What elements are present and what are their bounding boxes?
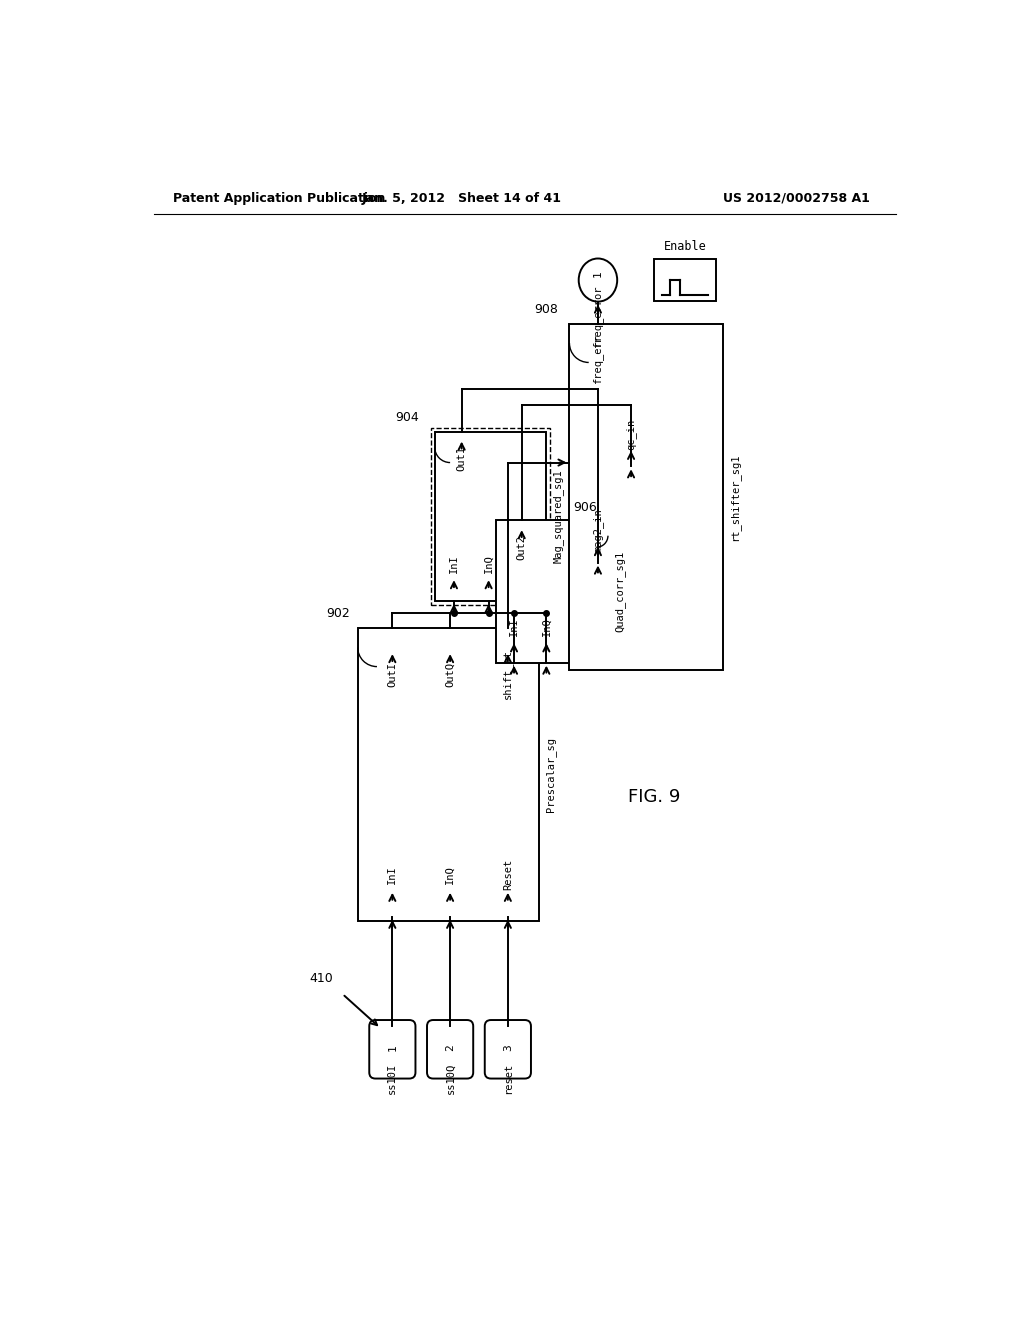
Text: qc_in: qc_in	[626, 418, 637, 450]
Text: mag2_in: mag2_in	[593, 508, 603, 552]
Text: Enable: Enable	[664, 240, 707, 253]
Text: Quad_corr_sg1: Quad_corr_sg1	[614, 550, 625, 632]
Text: InI: InI	[509, 618, 519, 636]
Text: 1: 1	[593, 271, 603, 277]
Text: InQ: InQ	[542, 618, 551, 636]
Text: ss10I: ss10I	[387, 1063, 397, 1094]
Text: InI: InI	[387, 865, 397, 884]
Bar	[569, 323, 724, 671]
Text: rt_shifter_sg1: rt_shifter_sg1	[729, 454, 740, 541]
Text: 904: 904	[395, 411, 419, 424]
Bar	[497, 520, 608, 663]
Text: InQ: InQ	[483, 554, 494, 573]
Bar	[431, 428, 550, 605]
Text: freq_error: freq_error	[593, 285, 603, 347]
FancyBboxPatch shape	[370, 1020, 416, 1078]
Bar	[435, 432, 547, 601]
Text: 410: 410	[309, 972, 334, 985]
Text: Jan. 5, 2012   Sheet 14 of 41: Jan. 5, 2012 Sheet 14 of 41	[361, 191, 561, 205]
Bar	[654, 259, 716, 301]
Text: ss10Q: ss10Q	[445, 1063, 455, 1094]
Text: 2: 2	[445, 1044, 455, 1051]
Text: US 2012/0002758 A1: US 2012/0002758 A1	[723, 191, 869, 205]
Text: OutQ: OutQ	[445, 661, 455, 686]
Text: 906: 906	[573, 502, 597, 515]
Text: 3: 3	[503, 1044, 513, 1051]
Text: Prescalar_sg: Prescalar_sg	[545, 737, 556, 812]
Text: Out1: Out1	[457, 446, 467, 471]
Text: Mag_squared_sg1: Mag_squared_sg1	[553, 470, 563, 564]
Text: 902: 902	[327, 607, 350, 620]
Text: freq_err: freq_err	[593, 334, 603, 384]
Text: 1: 1	[387, 1044, 397, 1051]
Text: InI: InI	[449, 554, 459, 573]
Text: OutI: OutI	[387, 661, 397, 686]
FancyBboxPatch shape	[427, 1020, 473, 1078]
Text: Patent Application Publication: Patent Application Publication	[173, 191, 385, 205]
Text: shift_rt: shift_rt	[503, 649, 513, 700]
Ellipse shape	[579, 259, 617, 302]
Text: Reset: Reset	[503, 859, 513, 890]
Text: InQ: InQ	[445, 865, 455, 884]
Text: Out2: Out2	[517, 535, 526, 560]
Bar	[357, 628, 539, 921]
Text: reset: reset	[503, 1063, 513, 1094]
Text: 908: 908	[535, 304, 558, 317]
FancyBboxPatch shape	[484, 1020, 531, 1078]
Text: FIG. 9: FIG. 9	[628, 788, 680, 807]
